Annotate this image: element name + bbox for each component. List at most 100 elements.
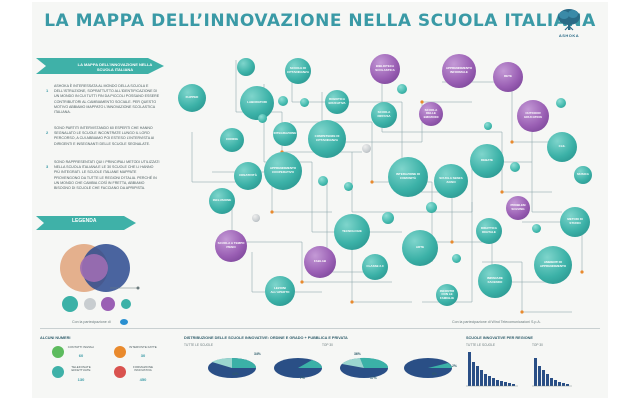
small-node (397, 84, 407, 94)
small-node (510, 162, 520, 172)
small-node (344, 182, 353, 191)
map-node[interactable]: PROBLEM SOLVING (506, 196, 530, 220)
chat-icon (52, 346, 64, 358)
legend-diagram (60, 244, 140, 312)
map-node[interactable]: CREATIVITÀ (234, 162, 262, 190)
region-title: SCUOLE INNOVATIVE PER REGIONE (466, 336, 533, 340)
map-node[interactable]: INCONTRI CON LE FAMIGLIE (436, 284, 458, 306)
region-sub-top: TOP 30 (532, 343, 543, 347)
small-node (452, 254, 461, 263)
small-node (484, 122, 492, 130)
map-node[interactable]: AMBIENTI DI APPRENDIMENTO (534, 246, 572, 284)
map-node[interactable]: SCUOLA DELLE EMOZIONI (419, 102, 443, 126)
map-node[interactable]: CODING (220, 128, 244, 152)
pie-chart (404, 358, 452, 378)
map-node[interactable]: DIDATTICA DIGITALE (476, 218, 502, 244)
intro-banner: LA MAPPA DELL’INNOVAZIONE NELLA SCUOLA I… (77, 62, 153, 72)
map-node[interactable]: DEBATE (470, 144, 504, 178)
map-node[interactable]: LABORATORI (240, 86, 274, 120)
small-node (318, 176, 328, 186)
map-node[interactable]: METODI DI STUDIO (560, 207, 590, 237)
intro-paragraph: ASHOKA È INTERESSATA AL MONDO DELLA SCUO… (54, 84, 160, 115)
sponsor-logo (120, 319, 128, 325)
para-number: 1 (46, 88, 49, 93)
intro-panel: LA MAPPA DELL’INNOVAZIONE NELLA SCUOLA I… (32, 48, 168, 338)
map-node[interactable]: RETE (493, 62, 523, 92)
facts-title: ALCUNI NUMERI (40, 336, 71, 340)
small-node (362, 144, 371, 153)
intro-banner-arrow (36, 58, 164, 74)
sponsor-right: Con la partecipazione di Wind Telecomuni… (452, 320, 541, 324)
sponsor-left: Con la partecipazione di (72, 320, 111, 324)
fact-label: INTERVISTE FATTE (129, 345, 157, 349)
map-node[interactable]: INTERAZIONE DI COMUNITÀ (388, 157, 428, 197)
pie-chart (340, 357, 389, 378)
region-sub-all: TUTTE LE SCUOLE (466, 343, 496, 347)
intro-paragraph: SONO PARTITI INTERVISTANDO 60 ESPERTI CH… (54, 126, 155, 146)
map-node[interactable]: SCUOLA DIFFUSA (371, 102, 397, 128)
pie-pct: 12% (232, 372, 239, 376)
divider (40, 328, 600, 329)
small-node (300, 98, 309, 107)
fact-label: TELEFONATE EFFETTUATE (71, 365, 91, 373)
small-node (556, 98, 566, 108)
pie-pct: 34% (254, 352, 261, 356)
map-node[interactable]: INTEGRAZIONE (273, 122, 297, 146)
map-node[interactable]: CLIL (547, 132, 577, 162)
stats-panel: ALCUNI NUMERI CONTATTI INIZIALI 60 INTER… (32, 332, 608, 398)
legend-banner-arrow (36, 216, 136, 230)
person-icon (114, 346, 126, 358)
small-node (532, 224, 541, 233)
poster: LA MAPPA DELL’INNOVAZIONE NELLA SCUOLA I… (32, 2, 608, 398)
map-node[interactable]: IMPARARE FACENDO (478, 264, 512, 298)
pie-pct: 2% (452, 364, 457, 368)
map-node[interactable]: LEZIONI ALL’APERTO (265, 276, 295, 306)
small-node (278, 96, 288, 106)
map-node[interactable]: INCLUSIONE (209, 188, 235, 214)
small-node (382, 212, 394, 224)
map-node[interactable] (237, 58, 255, 76)
distribution-title: DISTRIBUZIONE DELLE SCUOLE INNOVATIVE: O… (184, 336, 348, 340)
map-node[interactable]: TECNOLOGIE (334, 214, 370, 250)
pie-chart (274, 358, 322, 378)
para-number: 2 (46, 130, 49, 135)
pie-pct: 36% (354, 352, 361, 356)
small-node (426, 202, 437, 213)
map-node[interactable]: CLASSE 2.0 (362, 254, 388, 280)
fact-value: 60 (78, 353, 84, 358)
map-node[interactable]: ROBOTICA EDUCATIVA (325, 90, 349, 114)
tree-icon (558, 9, 580, 31)
distribution-sub-top: TOP 30 (322, 343, 333, 347)
region-bar-charts (466, 352, 572, 387)
legend-title: LEGENDA (72, 218, 97, 224)
map-node[interactable]: APPRENDIMENTO INFORMALE (442, 54, 476, 88)
small-node (258, 114, 267, 123)
pie-pct: 6% (432, 372, 437, 376)
fact-label: CONTATTI INIZIALI (67, 345, 95, 349)
map-node[interactable]: SCUOLA A TEMPO PIENO (215, 230, 247, 262)
fact-value: 130 (77, 377, 85, 382)
map-node[interactable]: BIBLIOTECA SCOLASTICA (370, 54, 400, 84)
intro-paragraph: SONO RAPPRESENTATI QUI I PRINCIPALI METO… (54, 160, 160, 191)
map-node[interactable]: SCUOLE DI CITTADINANZA (285, 58, 311, 84)
map-node[interactable]: FLIPPED (178, 84, 206, 112)
pie-pct: 7% (300, 376, 305, 380)
map-node[interactable]: OUTDOOR EDUCATION (517, 100, 549, 132)
distribution-sub: TUTTE LE SCUOLE (184, 343, 214, 347)
fact-label: FORMAZIONE INNOVATIVA (133, 365, 153, 373)
pie-pct: 17% (370, 376, 377, 380)
map-node[interactable]: MUSICA (574, 166, 592, 184)
map-node[interactable]: SCUOLA SENZA ZAINO (434, 164, 468, 198)
small-node (252, 214, 260, 222)
fact-value: 450 (139, 377, 147, 382)
phone-icon (52, 366, 64, 378)
logo-text: ASHOKA (558, 33, 580, 38)
fact-value: 30 (140, 353, 146, 358)
pie-chart (208, 357, 256, 378)
para-number: 3 (46, 164, 49, 169)
map-node[interactable]: FABLAB (304, 246, 336, 278)
map-node[interactable]: APPRENDIMENTO COOPERATIVO (264, 152, 302, 190)
map-node[interactable]: COMPETENZE DI CITTADINANZA (308, 120, 346, 158)
map-node[interactable]: ARTE (402, 230, 438, 266)
graduation-icon (114, 366, 126, 378)
